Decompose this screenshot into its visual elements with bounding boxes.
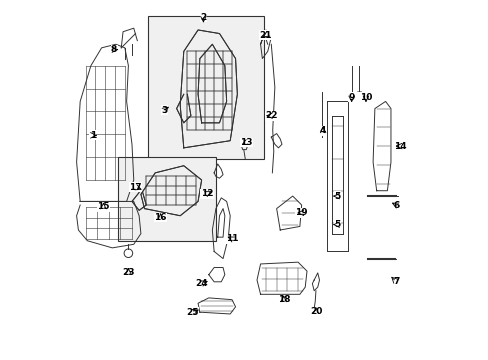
- Text: 16: 16: [154, 213, 166, 222]
- Text: 25: 25: [186, 308, 199, 317]
- Text: 6: 6: [392, 201, 399, 210]
- Text: 10: 10: [359, 93, 371, 102]
- Text: 13: 13: [240, 138, 252, 147]
- Text: 3: 3: [161, 106, 167, 115]
- Text: 7: 7: [392, 277, 399, 286]
- Text: 8: 8: [111, 45, 117, 54]
- Text: 5: 5: [334, 192, 340, 201]
- Text: 5: 5: [334, 220, 340, 229]
- Bar: [118, 157, 216, 241]
- Text: 19: 19: [295, 208, 307, 217]
- Text: 17: 17: [129, 183, 142, 192]
- Text: 23: 23: [122, 268, 134, 277]
- Text: 15: 15: [97, 202, 109, 211]
- Text: 4: 4: [319, 126, 325, 135]
- Text: 21: 21: [259, 31, 272, 40]
- Text: 24: 24: [195, 279, 207, 288]
- Text: 14: 14: [393, 141, 406, 150]
- Text: 20: 20: [309, 307, 322, 316]
- Text: 2: 2: [200, 13, 206, 22]
- Text: 11: 11: [225, 234, 238, 243]
- Text: 1: 1: [89, 131, 96, 140]
- Text: 12: 12: [201, 189, 213, 198]
- Text: 18: 18: [277, 295, 289, 304]
- Text: 9: 9: [348, 93, 354, 102]
- Text: 22: 22: [264, 111, 277, 120]
- Bar: [148, 16, 264, 158]
